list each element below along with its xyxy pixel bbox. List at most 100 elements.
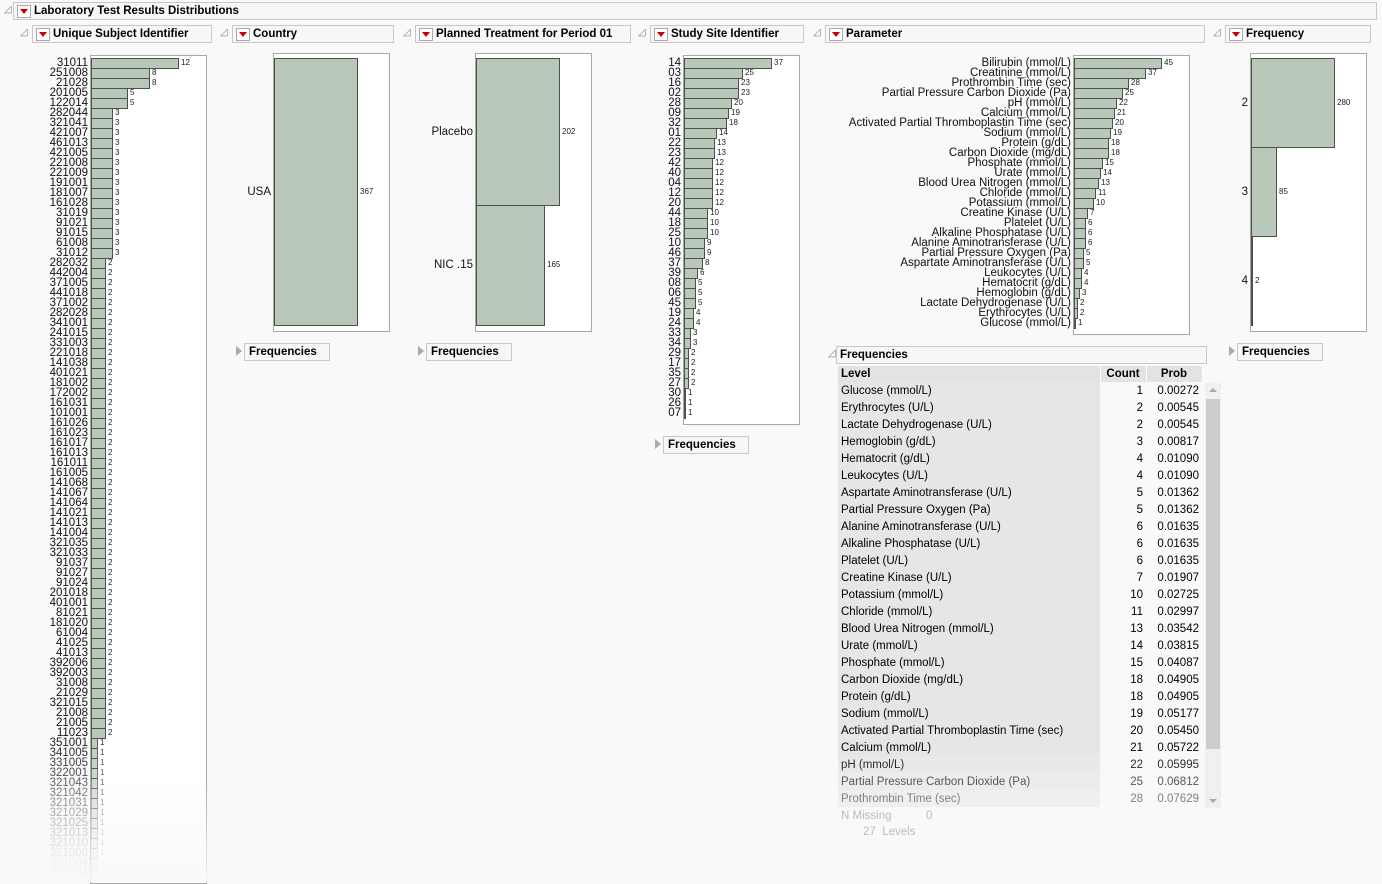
- col-prob[interactable]: Prob: [1146, 366, 1203, 382]
- prob-cell: 0.01635: [1157, 520, 1199, 533]
- bar-count-label: 37: [1148, 68, 1157, 77]
- panel-header-4[interactable]: Parameter: [825, 25, 1205, 43]
- bar-level-label: 321041: [49, 117, 88, 129]
- frequencies-toggle[interactable]: Frequencies: [663, 436, 749, 454]
- bar[interactable]: [1251, 147, 1277, 237]
- table-row[interactable]: Blood Urea Nitrogen (mmol/L) 13 0.03542: [838, 620, 1202, 637]
- bar-count-label: 1: [100, 828, 105, 837]
- table-row[interactable]: Partial Pressure Oxygen (Pa) 5 0.01362: [838, 501, 1202, 518]
- bar-level-label: 141021: [49, 507, 88, 519]
- scrollbar-thumb[interactable]: [1206, 399, 1220, 749]
- table-row[interactable]: pH (mmol/L) 22 0.05995: [838, 756, 1202, 773]
- red-triangle-menu-icon[interactable]: [36, 28, 50, 41]
- col-count[interactable]: Count: [1100, 366, 1147, 382]
- bar-level-label: USA: [247, 185, 271, 198]
- table-row[interactable]: Protein (g/dL) 18 0.04905: [838, 688, 1202, 705]
- table-row[interactable]: Creatine Kinase (U/L) 7 0.01907: [838, 569, 1202, 586]
- prob-cell: 0.03542: [1157, 622, 1199, 635]
- frequencies-toggle[interactable]: Frequencies: [244, 343, 330, 361]
- red-triangle-menu-icon[interactable]: [17, 5, 31, 18]
- table-row[interactable]: Alanine Aminotransferase (U/L) 6 0.01635: [838, 518, 1202, 535]
- red-triangle-menu-icon[interactable]: [419, 28, 433, 41]
- disclosure-icon[interactable]: ◿: [813, 27, 821, 38]
- bar-level-label: 341005: [49, 747, 88, 759]
- bar-level-label: 11023: [56, 727, 88, 739]
- table-row[interactable]: Partial Pressure Carbon Dioxide (Pa) 25 0.…: [838, 773, 1202, 790]
- table-row[interactable]: Hematocrit (g/dL) 4 0.01090: [838, 450, 1202, 467]
- red-triangle-menu-icon[interactable]: [236, 28, 250, 41]
- bar[interactable]: [1251, 236, 1253, 326]
- count-cell: 1: [1136, 384, 1143, 397]
- prob-cell: 0.02997: [1157, 605, 1199, 618]
- disclosure-closed-icon[interactable]: [1229, 346, 1235, 356]
- table-row[interactable]: Glucose (mmol/L) 1 0.00272: [838, 382, 1202, 399]
- table-row[interactable]: Sodium (mmol/L) 19 0.05177: [838, 705, 1202, 722]
- disclosure-closed-icon[interactable]: [236, 346, 242, 356]
- table-row[interactable]: Lactate Dehydrogenase (U/L) 2 0.00545: [838, 416, 1202, 433]
- disclosure-icon[interactable]: ◿: [20, 27, 28, 38]
- disclosure-icon[interactable]: ◿: [220, 27, 228, 38]
- panel-header-2[interactable]: Planned Treatment for Period 01: [415, 25, 631, 43]
- bar[interactable]: [1251, 58, 1335, 148]
- bar[interactable]: [91, 728, 106, 739]
- scroll-down-icon[interactable]: [1209, 799, 1217, 803]
- disclosure-icon[interactable]: ◿: [4, 4, 12, 15]
- col-level[interactable]: Level: [838, 366, 1101, 382]
- disclosure-icon[interactable]: ◿: [828, 348, 836, 359]
- panel-header-3[interactable]: Study Site Identifier: [650, 25, 804, 43]
- disclosure-icon[interactable]: ◿: [1213, 27, 1221, 38]
- bar-level-label: 141067: [49, 487, 88, 499]
- bar-count-label: 2: [108, 338, 113, 347]
- red-triangle-menu-icon[interactable]: [829, 28, 843, 41]
- bar[interactable]: [1074, 308, 1078, 319]
- panel-header-5[interactable]: Frequency: [1225, 25, 1371, 43]
- prob-cell: 0.05995: [1157, 758, 1199, 771]
- level-cell: pH (mmol/L): [838, 756, 1100, 773]
- table-row[interactable]: Activated Partial Thromboplastin Time (s…: [838, 722, 1202, 739]
- disclosure-closed-icon[interactable]: [418, 346, 424, 356]
- scroll-up-icon[interactable]: [1209, 388, 1217, 392]
- table-row[interactable]: Leukocytes (U/L) 4 0.01090: [838, 467, 1202, 484]
- table-row[interactable]: Urate (mmol/L) 14 0.03815: [838, 637, 1202, 654]
- bar-count-label: 5: [1086, 248, 1091, 257]
- table-row[interactable]: Hemoglobin (g/dL) 3 0.00817: [838, 433, 1202, 450]
- disclosure-closed-icon[interactable]: [655, 439, 661, 449]
- disclosure-icon[interactable]: ◿: [638, 27, 646, 38]
- disclosure-icon[interactable]: ◿: [403, 27, 411, 38]
- bar-level-label: Creatine Kinase (U/L): [960, 207, 1071, 219]
- count-cell: 6: [1136, 537, 1143, 550]
- table-row[interactable]: Aspartate Aminotransferase (U/L) 5 0.01362: [838, 484, 1202, 501]
- bar[interactable]: [1074, 318, 1076, 329]
- panel-header-1[interactable]: Country: [232, 25, 394, 43]
- bar-count-label: 2: [108, 648, 113, 657]
- bar[interactable]: [476, 58, 560, 206]
- bar[interactable]: [684, 378, 689, 389]
- bar-level-label: 09: [668, 107, 681, 119]
- red-triangle-menu-icon[interactable]: [654, 28, 668, 41]
- table-row[interactable]: Calcium (mmol/L) 21 0.05722: [838, 739, 1202, 756]
- table-row[interactable]: Erythrocytes (U/L) 2 0.00545: [838, 399, 1202, 416]
- bar[interactable]: [91, 868, 98, 879]
- frequencies-header[interactable]: Frequencies: [836, 346, 1207, 364]
- table-row[interactable]: Phosphate (mmol/L) 15 0.04087: [838, 654, 1202, 671]
- panel-header-0[interactable]: Unique Subject Identifier: [32, 25, 212, 43]
- count-cell: 21: [1130, 741, 1143, 754]
- bar-count-label: 3: [115, 108, 120, 117]
- frequencies-toggle[interactable]: Frequencies: [1237, 343, 1323, 361]
- table-row[interactable]: Prothrombin Time (sec) 28 0.07629: [838, 790, 1202, 807]
- bar[interactable]: [274, 58, 358, 326]
- frequencies-toggle[interactable]: Frequencies: [426, 343, 512, 361]
- table-row[interactable]: Potassium (mmol/L) 10 0.02725: [838, 586, 1202, 603]
- bar[interactable]: [684, 408, 686, 419]
- table-row[interactable]: Chloride (mmol/L) 11 0.02997: [838, 603, 1202, 620]
- bar-level-label: 22: [668, 137, 681, 149]
- bar[interactable]: [476, 205, 545, 326]
- bar-count-label: 2: [108, 518, 113, 527]
- level-cell: Erythrocytes (U/L): [838, 399, 1100, 416]
- table-scrollbar[interactable]: [1205, 383, 1221, 808]
- red-triangle-menu-icon[interactable]: [1229, 28, 1243, 41]
- table-row[interactable]: Platelet (U/L) 6 0.01635: [838, 552, 1202, 569]
- bar-count-label: 2: [691, 378, 696, 387]
- table-row[interactable]: Carbon Dioxide (mg/dL) 18 0.04905: [838, 671, 1202, 688]
- table-row[interactable]: Alkaline Phosphatase (U/L) 6 0.01635: [838, 535, 1202, 552]
